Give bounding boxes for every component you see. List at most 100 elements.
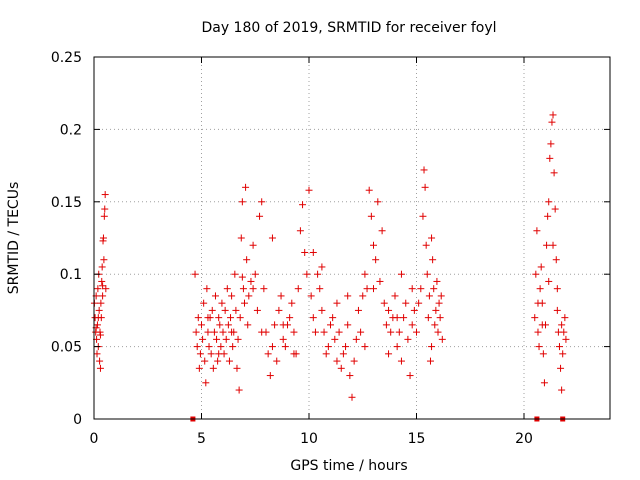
data-point [346, 372, 354, 380]
data-point [536, 285, 544, 293]
data-point [393, 343, 401, 351]
data-point [99, 234, 107, 242]
data-point [307, 292, 315, 300]
data-point [99, 282, 107, 290]
data-point [548, 118, 556, 126]
data-point [277, 292, 285, 300]
data-point [535, 343, 543, 351]
data-point [98, 277, 106, 285]
data-point [361, 343, 369, 351]
data-point [552, 256, 560, 264]
data-point [273, 357, 281, 365]
data-point [419, 212, 427, 220]
data-point [350, 357, 358, 365]
data-point [546, 154, 554, 162]
data-point [290, 350, 298, 358]
data-point [215, 314, 223, 322]
data-point [98, 263, 106, 271]
data-point [200, 299, 208, 307]
data-point [539, 350, 547, 358]
data-point [359, 292, 367, 300]
data-point [194, 314, 202, 322]
data-point [214, 357, 222, 365]
data-point [100, 212, 108, 220]
data-point [433, 277, 441, 285]
data-point [406, 372, 414, 380]
data-point [316, 285, 324, 293]
data-point [249, 241, 257, 249]
x-tick-label: 5 [197, 431, 206, 447]
data-point [223, 285, 231, 293]
y-tick-label: 0.15 [51, 195, 82, 211]
data-point [342, 343, 350, 351]
data-point [95, 306, 103, 314]
data-point [557, 364, 565, 372]
chart-title: Day 180 of 2019, SRMTID for receiver foy… [201, 20, 496, 36]
data-point [329, 314, 337, 322]
data-point [258, 328, 266, 336]
data-point [410, 306, 418, 314]
data-point [271, 321, 279, 329]
data-point [558, 321, 566, 329]
data-point [101, 191, 109, 199]
data-point [305, 186, 313, 194]
data-point [562, 335, 570, 343]
data-point [233, 364, 241, 372]
data-point [385, 306, 393, 314]
plot-frame [93, 56, 611, 420]
data-point [249, 285, 257, 293]
data-point [344, 292, 352, 300]
data-point [309, 248, 317, 256]
y-axis-label: SRMTID / TECUs [6, 182, 22, 295]
data-point [215, 350, 223, 358]
data-point [397, 270, 405, 278]
data-point [318, 306, 326, 314]
data-point [204, 314, 212, 322]
data-point [96, 331, 104, 339]
data-point [201, 357, 209, 365]
data-point [101, 205, 109, 213]
data-point [545, 198, 553, 206]
data-point [203, 285, 211, 293]
data-point [337, 364, 345, 372]
data-point [333, 299, 341, 307]
data-point [191, 270, 199, 278]
data-point [430, 285, 438, 293]
data-point [365, 186, 373, 194]
data-point [93, 321, 101, 329]
data-point [385, 350, 393, 358]
data-point [413, 328, 420, 336]
data-point [318, 263, 326, 271]
data-point [239, 285, 247, 293]
data-point [221, 306, 229, 314]
data-point [370, 241, 377, 249]
data-point [241, 299, 248, 307]
data-point [434, 328, 442, 336]
data-point [560, 328, 568, 336]
data-point [400, 314, 408, 322]
data-point [213, 335, 221, 343]
data-point [228, 292, 236, 300]
data-point [421, 183, 429, 191]
data-point [333, 357, 341, 365]
data-point [243, 256, 251, 264]
data-point [100, 256, 108, 264]
data-point [199, 335, 207, 343]
data-point [99, 292, 107, 300]
data-point [228, 328, 236, 336]
data-point [238, 273, 246, 281]
data-point [309, 314, 317, 322]
data-point [216, 321, 224, 329]
data-point [408, 285, 416, 293]
data-point [260, 285, 268, 293]
data-point [376, 277, 384, 285]
data-point [245, 292, 253, 300]
data-point [397, 357, 405, 365]
data-point [425, 292, 433, 300]
data-point [363, 285, 371, 293]
data-point [428, 234, 436, 242]
data-point [380, 299, 388, 307]
data-point [198, 321, 205, 329]
data-point [207, 350, 215, 358]
data-point [424, 314, 432, 322]
